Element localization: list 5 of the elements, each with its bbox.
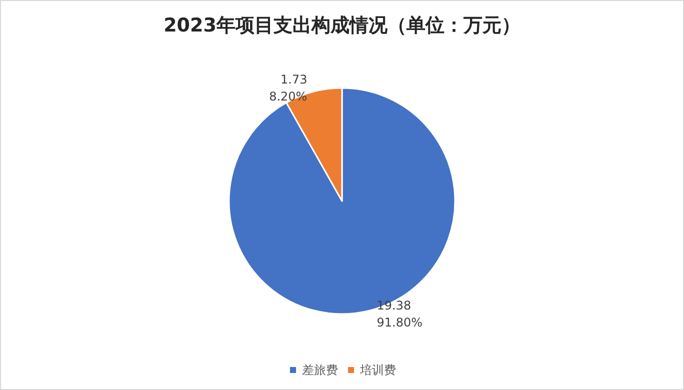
chart-title: 2023年项目支出构成情况（单位：万元） xyxy=(164,14,520,36)
data-label: 19.38 91.80% xyxy=(376,298,423,330)
data-label: 1.73 8.20% xyxy=(269,72,308,104)
legend-label: 培训费 xyxy=(359,363,396,377)
legend-label: 差旅费 xyxy=(302,363,338,377)
